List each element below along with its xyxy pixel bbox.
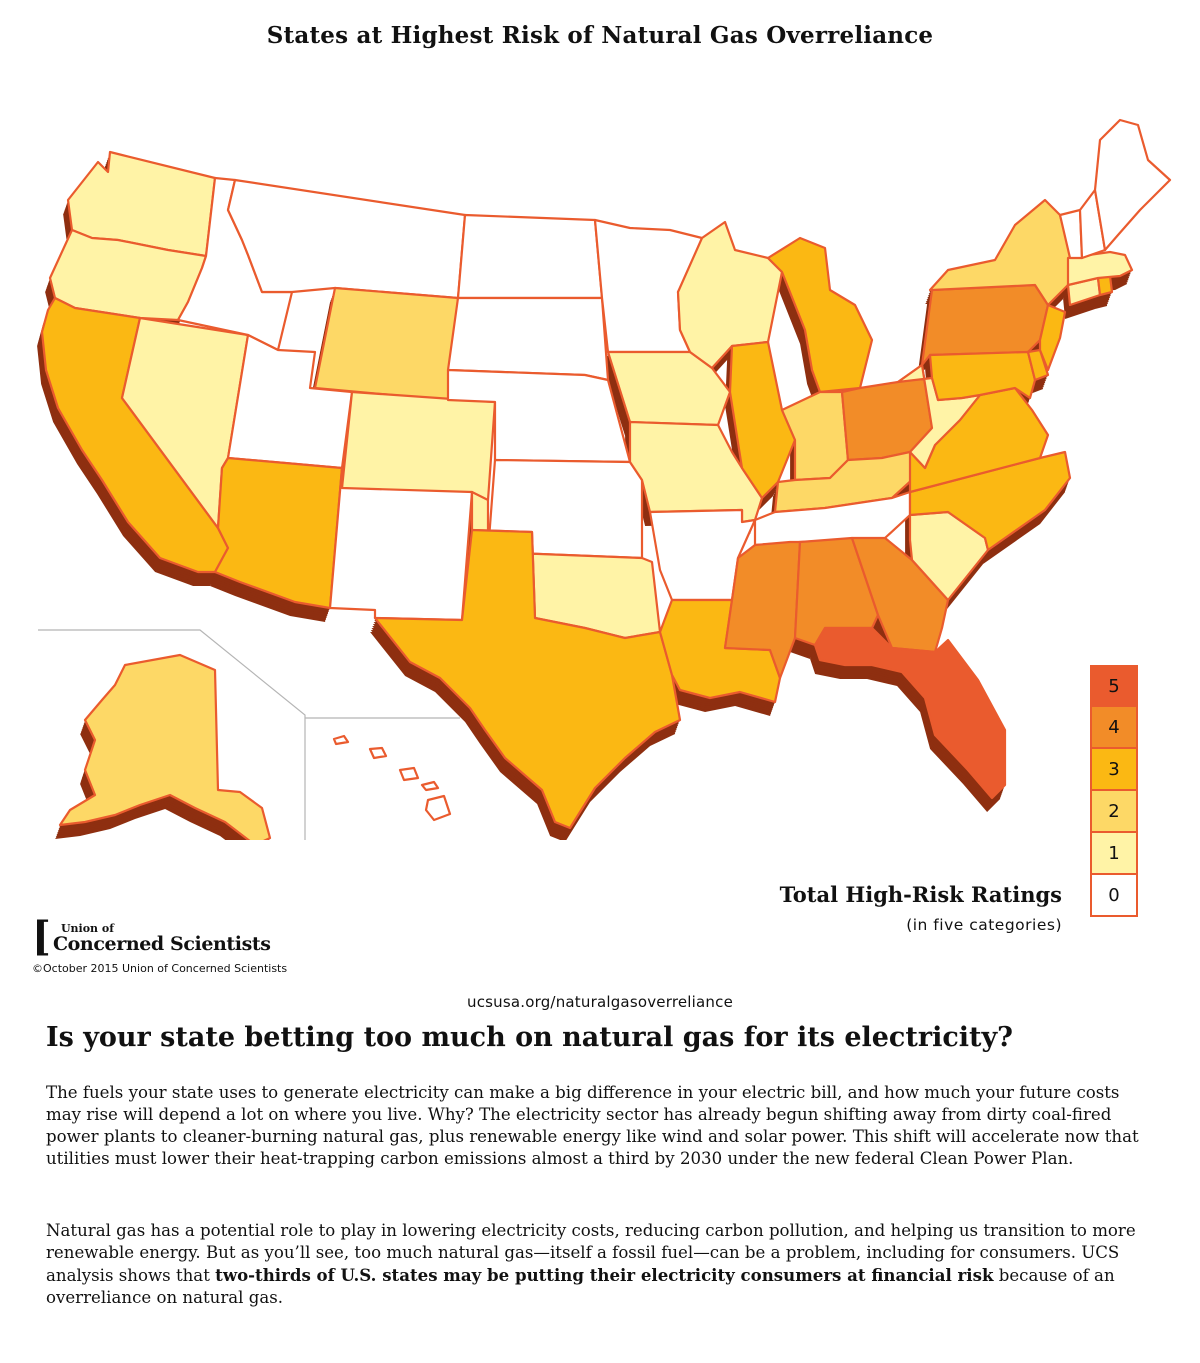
paragraph-2-text: Natural gas has a potential role to play… [46, 1221, 1136, 1285]
headline: Is your state betting too much on natura… [46, 1022, 1014, 1053]
state-florida[interactable] [813, 626, 1007, 800]
logo-line2: Concerned Scientists [52, 933, 271, 955]
map-title: States at Highest Risk of Natural Gas Ov… [266, 22, 934, 49]
state-tennessee[interactable] [753, 490, 912, 547]
paragraph-1: The fuels your state uses to generate el… [46, 1083, 1139, 1168]
logo-line1: Union of [60, 922, 114, 935]
state-wyoming[interactable] [313, 286, 460, 402]
paragraph-2-bold: two-thirds of U.S. states may be putting… [215, 1265, 994, 1285]
legend-swatch-2: 2 [1090, 791, 1138, 833]
state-alaska[interactable] [58, 653, 272, 840]
state-colorado[interactable] [340, 390, 497, 502]
ucs-logo: [ Union of Concerned Scientists [32, 913, 271, 960]
state-new-mexico[interactable] [328, 466, 474, 622]
state-hawaii[interactable] [332, 734, 452, 822]
state-delaware[interactable] [1026, 348, 1050, 382]
state-montana[interactable] [226, 178, 467, 300]
state-maine[interactable] [1093, 118, 1172, 252]
state-wisconsin[interactable] [676, 220, 784, 370]
legend-swatch-1: 1 [1090, 833, 1138, 875]
us-map [30, 80, 1190, 840]
legend-title: Total High-Risk Ratings [779, 882, 1062, 907]
legend-swatch-0: 0 [1090, 875, 1138, 917]
paragraph-2: Natural gas has a potential role to play… [46, 1220, 1156, 1309]
state-massachusetts[interactable] [1066, 250, 1134, 287]
paragraph-2-text-end: because of an overreliance on natural ga… [46, 1266, 1115, 1307]
legend-swatch-4: 4 [1090, 707, 1138, 749]
state-texas[interactable] [373, 528, 682, 830]
state-michigan[interactable] [766, 236, 874, 394]
state-mississippi[interactable] [723, 540, 802, 680]
copyright: ©October 2015 Union of Concerned Scienti… [32, 962, 288, 975]
legend-swatch-3: 3 [1090, 749, 1138, 791]
state-south-dakota[interactable] [446, 296, 610, 382]
state-north-dakota[interactable] [456, 213, 604, 300]
legend-swatch-5: 5 [1090, 665, 1138, 707]
state-new-jersey[interactable] [1038, 303, 1067, 372]
logo-bracket-icon: [ [32, 913, 51, 960]
state-north-carolina[interactable] [908, 450, 1072, 552]
state-georgia[interactable] [850, 536, 950, 654]
legend-subtitle: (in five categories) [906, 916, 1062, 934]
source-url[interactable]: ucsusa.org/naturalgasoverreliance [466, 993, 733, 1011]
